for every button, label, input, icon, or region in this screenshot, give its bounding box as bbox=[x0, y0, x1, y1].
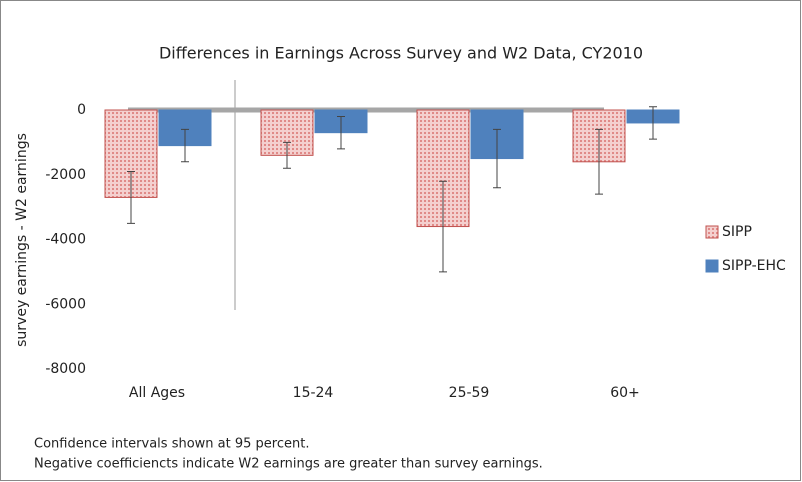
error-bar bbox=[337, 115, 345, 150]
note: Confidence intervals shown at 95 percent… bbox=[34, 437, 309, 452]
chart-title: Differences in Earnings Across Survey an… bbox=[159, 44, 643, 63]
y-axis-label: survey earnings - W2 earnings bbox=[14, 133, 30, 347]
legend-label: SIPP bbox=[722, 224, 752, 240]
y-tick-label: -8000 bbox=[45, 361, 86, 377]
error-bar bbox=[181, 128, 189, 163]
x-tick-label: All Ages bbox=[129, 385, 185, 401]
error-bar bbox=[595, 128, 603, 195]
note: Negative coefficiencts indicate W2 earni… bbox=[34, 457, 543, 472]
x-tick-label: 25-59 bbox=[449, 385, 490, 401]
x-tick-label: 60+ bbox=[610, 385, 640, 401]
error-bar bbox=[127, 171, 135, 224]
y-tick-label: -6000 bbox=[45, 296, 86, 312]
error-bar bbox=[649, 106, 657, 140]
legend-label: SIPP-EHC bbox=[722, 258, 786, 274]
y-tick-label: -2000 bbox=[45, 167, 86, 183]
error-bar bbox=[493, 128, 501, 189]
x-tick-label: 15-24 bbox=[293, 385, 334, 401]
error-bar bbox=[283, 141, 291, 169]
legend-swatch bbox=[705, 259, 719, 273]
error-bar bbox=[439, 180, 447, 273]
y-tick-label: -4000 bbox=[45, 232, 86, 248]
legend-swatch bbox=[705, 225, 719, 239]
y-tick-label: 0 bbox=[77, 102, 86, 118]
